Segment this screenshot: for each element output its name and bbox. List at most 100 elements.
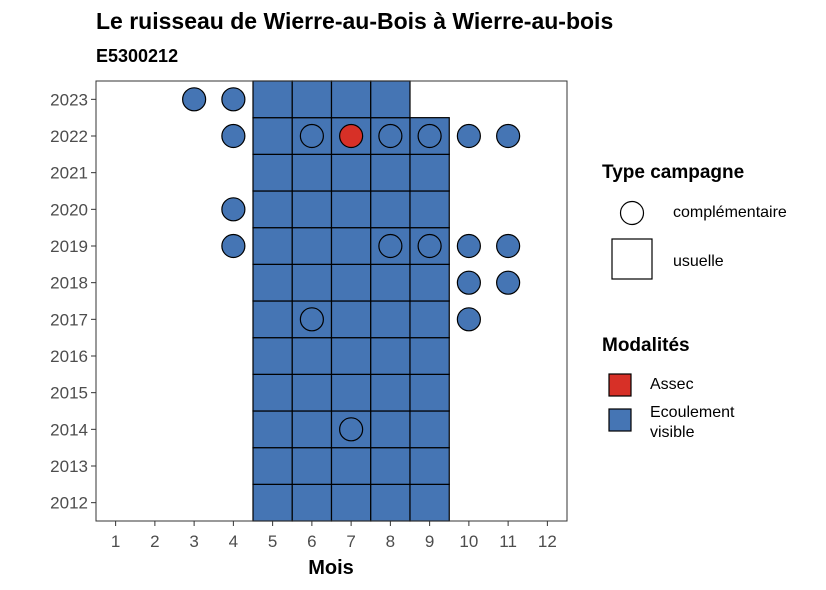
y-tick-label-2013: 2013 — [50, 457, 88, 476]
legend-type-label-usuelle: usuelle — [673, 253, 724, 270]
usuelle-cell-2016-5 — [252, 337, 293, 375]
chart-title: Le ruisseau de Wierre-au-Bois à Wierre-a… — [96, 8, 614, 34]
usuelle-cell-2020-5 — [252, 190, 293, 229]
complementaire-point-2019-8 — [378, 233, 403, 259]
complementaire-point-2019-11 — [496, 233, 521, 259]
complementaire-point-2022-4 — [221, 123, 246, 149]
usuelle-cell-2020-8 — [370, 190, 411, 229]
usuelle-cell-2021-6 — [291, 153, 333, 192]
usuelle-cell-2012-7 — [330, 483, 372, 522]
x-tick-label-7: 7 — [346, 532, 355, 551]
x-tick-label-11: 11 — [499, 532, 517, 551]
y-tick-label-2017: 2017 — [50, 310, 88, 329]
x-tick-label-8: 8 — [386, 532, 395, 551]
legend-type-title: Type campagne — [602, 162, 745, 183]
chart-subtitle: E5300212 — [96, 46, 179, 66]
complementaire-point-2022-6 — [299, 123, 324, 149]
usuelle-cell-2019-7 — [330, 227, 372, 265]
legend-mod-label-ecoulement: Ecoulement visible — [650, 404, 735, 441]
y-axis: 2012 2013 2014 2015 2016 2017 2018 2019 2020 2021… — [50, 90, 96, 513]
usuelle-cell-2021-7 — [330, 153, 372, 192]
y-tick-label-2016: 2016 — [50, 347, 88, 366]
x-tick-label-6: 6 — [307, 532, 316, 551]
usuelle-cell-2021-5 — [252, 153, 293, 192]
usuelle-cell-2014-8 — [370, 410, 411, 449]
legend-type-label-complementaire: complémentaire — [673, 204, 787, 221]
usuelle-cell-2018-9 — [409, 263, 450, 302]
x-tick-label-1: 1 — [111, 532, 120, 551]
usuelle-cell-2017-5 — [252, 300, 293, 339]
usuelle-cell-2012-8 — [370, 483, 411, 522]
legend-ecoulement-swatch — [608, 408, 632, 432]
y-tick-label-2022: 2022 — [50, 127, 88, 146]
usuelle-cell-2015-8 — [370, 373, 411, 412]
y-tick-label-2014: 2014 — [50, 420, 88, 439]
usuelle-cell-2014-6 — [291, 410, 333, 449]
usuelle-cell-2019-6 — [291, 227, 333, 265]
legend-circle-icon — [619, 200, 645, 226]
complementaire-point-2023-3 — [182, 87, 207, 112]
complementaire-point-2022-7 — [339, 123, 364, 149]
usuelle-cell-2013-5 — [252, 447, 293, 485]
y-tick-label-2019: 2019 — [50, 237, 88, 256]
legend-square-icon — [611, 238, 653, 280]
x-tick-label-2: 2 — [150, 532, 159, 551]
usuelle-cell-2017-9 — [409, 300, 450, 339]
usuelle-cell-2018-5 — [252, 263, 293, 302]
usuelle-cell-2013-8 — [370, 447, 411, 485]
usuelle-cell-2015-5 — [252, 373, 293, 412]
usuelle-cell-2016-9 — [409, 337, 450, 375]
complementaire-point-2022-8 — [378, 123, 403, 149]
usuelle-cell-2014-9 — [409, 410, 450, 449]
usuelle-cell-2012-5 — [252, 483, 293, 522]
usuelle-cell-2023-5 — [252, 80, 293, 119]
legend-modalites-keys — [608, 373, 632, 432]
complementaire-point-2018-11 — [496, 270, 521, 295]
usuelle-cell-2015-7 — [330, 373, 372, 412]
usuelle-cell-2023-7 — [330, 80, 372, 119]
usuelle-cell-2021-8 — [370, 153, 411, 192]
usuelle-cells-layer — [252, 80, 450, 522]
x-tick-label-4: 4 — [229, 532, 238, 551]
complementaire-point-2017-6 — [299, 307, 324, 332]
legend-mod-label-assec: Assec — [650, 376, 694, 393]
complementaire-point-2022-9 — [417, 123, 442, 149]
complementaire-point-2014-7 — [339, 417, 364, 442]
usuelle-cell-2013-9 — [409, 447, 450, 485]
y-tick-label-2015: 2015 — [50, 384, 88, 403]
complementaire-point-2022-10 — [456, 123, 481, 149]
usuelle-cell-2013-6 — [291, 447, 333, 485]
usuelle-cell-2017-7 — [330, 300, 372, 339]
usuelle-cell-2022-5 — [252, 117, 293, 155]
x-axis: 1 2 3 4 5 6 7 8 9 10 11 12 — [111, 521, 557, 551]
complementaire-point-2020-4 — [221, 197, 246, 222]
complementaire-points-layer — [182, 87, 521, 442]
complementaire-point-2019-9 — [417, 233, 442, 259]
x-tick-label-5: 5 — [268, 532, 277, 551]
x-tick-label-10: 10 — [459, 532, 478, 551]
complementaire-point-2018-10 — [456, 270, 481, 295]
complementaire-point-2023-4 — [221, 87, 246, 112]
usuelle-cell-2012-9 — [409, 483, 450, 522]
y-tick-label-2021: 2021 — [50, 164, 88, 183]
usuelle-cell-2012-6 — [291, 483, 333, 522]
usuelle-cell-2019-5 — [252, 227, 293, 265]
usuelle-cell-2015-9 — [409, 373, 450, 412]
usuelle-cell-2020-9 — [409, 190, 450, 229]
y-tick-label-2023: 2023 — [50, 90, 88, 109]
usuelle-cell-2020-7 — [330, 190, 372, 229]
usuelle-cell-2023-8 — [370, 80, 411, 119]
y-tick-label-2012: 2012 — [50, 494, 88, 513]
usuelle-cell-2018-7 — [330, 263, 372, 302]
complementaire-point-2017-10 — [456, 307, 481, 332]
x-tick-label-9: 9 — [425, 532, 434, 551]
usuelle-cell-2016-7 — [330, 337, 372, 375]
usuelle-cell-2018-6 — [291, 263, 333, 302]
x-tick-label-12: 12 — [538, 532, 557, 551]
usuelle-cell-2023-6 — [291, 80, 333, 119]
legend-modalites-title: Modalités — [602, 335, 690, 356]
complementaire-point-2019-4 — [221, 233, 246, 259]
complementaire-point-2022-11 — [496, 123, 521, 149]
x-tick-label-3: 3 — [189, 532, 198, 551]
